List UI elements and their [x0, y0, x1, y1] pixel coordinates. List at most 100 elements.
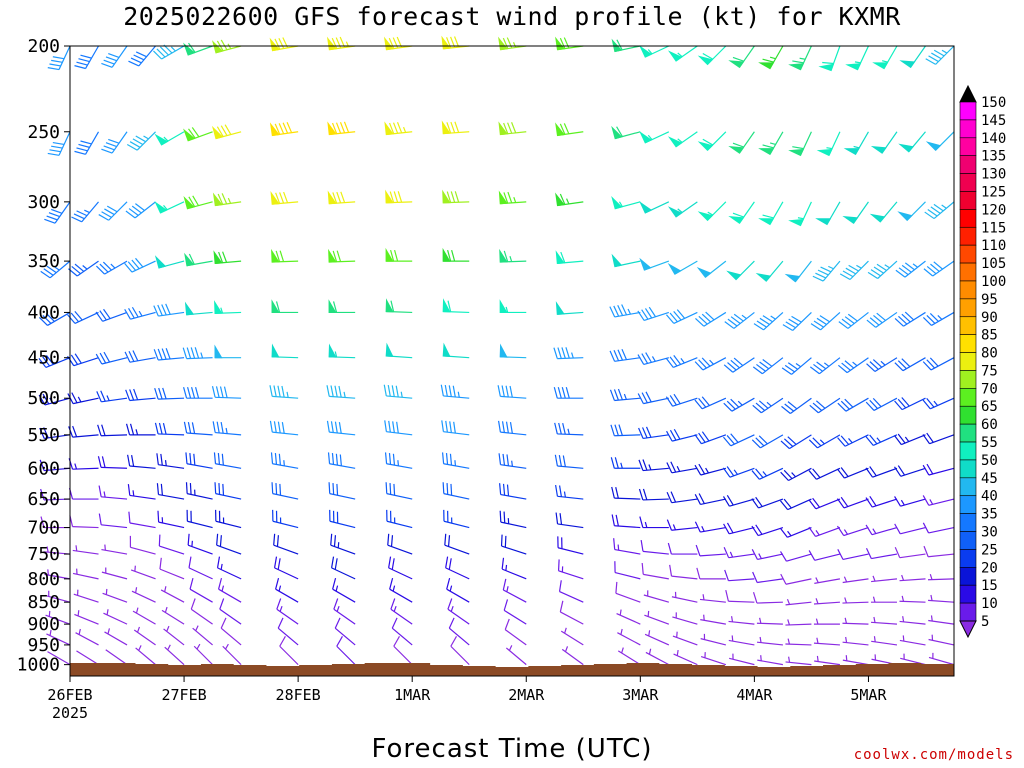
colorbar-label: 75 [981, 363, 998, 379]
wind-barb [838, 311, 869, 329]
barb-full-flag [506, 454, 510, 466]
barb-full-flag [336, 250, 342, 262]
wind-barb [212, 421, 242, 436]
wind-barb [128, 511, 156, 529]
barb-full-flag [282, 122, 289, 134]
barb-full-flag [129, 141, 141, 148]
wind-barb [390, 598, 413, 625]
barb-pennant [328, 299, 337, 314]
colorbar-segment [959, 495, 977, 514]
barb-half-flag [227, 197, 232, 204]
barb-full-flag [74, 310, 83, 321]
barb-full-flag [762, 58, 774, 63]
barb-pennant [154, 201, 168, 214]
barb-shaft [329, 493, 356, 500]
wind-barb [499, 343, 527, 359]
barb-half-flag [788, 656, 791, 663]
barb-shaft [762, 357, 784, 375]
barb-full-flag [933, 49, 945, 57]
barb-shaft [728, 553, 755, 559]
barb-full-flag [733, 313, 744, 322]
wind-barb [44, 569, 71, 580]
barb-half-flag [135, 587, 138, 593]
wind-barb [499, 483, 527, 500]
wind-barb [126, 131, 156, 151]
barb-full-flag [865, 467, 874, 478]
barb-full-flag [388, 453, 392, 465]
wind-barb [383, 384, 413, 399]
barb-half-flag [511, 460, 513, 467]
wind-barb [782, 312, 812, 332]
barb-half-flag [815, 530, 820, 536]
wind-barb [842, 655, 869, 666]
barb-full-flag [98, 214, 109, 221]
barb-full-flag [694, 521, 701, 533]
wind-barb [843, 131, 869, 156]
barb-full-flag [781, 405, 791, 414]
wind-barb [326, 36, 356, 51]
barb-full-flag [873, 315, 883, 324]
barb-full-flag [553, 347, 558, 359]
x-tick-label: 26FEB [47, 686, 92, 704]
wind-barb [751, 524, 784, 537]
barb-full-flag [446, 122, 452, 134]
barb-shaft [785, 601, 812, 606]
credit-link[interactable]: coolwx.com/models [853, 747, 1014, 763]
barb-full-flag [224, 124, 232, 135]
barb-full-flag [865, 524, 873, 536]
barb-half-flag [335, 585, 339, 592]
barb-full-flag [108, 53, 120, 59]
barb-full-flag [158, 387, 163, 400]
wind-barb [331, 556, 356, 580]
barb-full-flag [779, 527, 788, 538]
barb-full-flag [866, 319, 877, 328]
wind-barb [671, 591, 698, 603]
barb-shaft [842, 641, 869, 646]
barb-shaft [872, 498, 898, 508]
wind-barb [673, 649, 698, 666]
barb-half-flag [334, 351, 338, 358]
barb-shaft [111, 131, 128, 154]
barb-shaft [272, 493, 299, 500]
barb-full-flag [751, 470, 760, 480]
barb-half-flag [815, 598, 819, 604]
wind-barb [836, 525, 869, 537]
barb-full-flag [929, 312, 939, 322]
colorbar-label: 100 [981, 274, 1006, 290]
barb-shaft [814, 578, 841, 584]
barb-full-flag [42, 356, 51, 367]
y-tick-label: 650 [27, 489, 60, 510]
wind-barb [184, 301, 213, 316]
barb-shaft [329, 395, 356, 399]
barb-full-flag [759, 317, 770, 325]
barb-full-flag [872, 397, 882, 408]
wind-barb [728, 131, 755, 154]
barb-full-flag [154, 388, 159, 400]
barb-full-flag [637, 310, 645, 321]
barb-shaft [500, 431, 527, 436]
barb-full-flag [561, 347, 566, 359]
barb-full-flag [220, 617, 227, 629]
barb-pennant [442, 247, 451, 262]
barb-half-flag [702, 594, 705, 600]
barb-full-flag [756, 320, 767, 328]
barb-half-flag [703, 614, 705, 621]
barb-full-flag [762, 315, 773, 323]
colorbar-label: 85 [981, 328, 998, 344]
barb-half-flag [677, 52, 683, 58]
barb-shaft [163, 628, 185, 646]
wind-barb [559, 600, 584, 625]
wind-barb [153, 303, 185, 317]
barb-full-flag [694, 464, 702, 476]
barb-full-flag [617, 349, 624, 361]
barb-full-flag [613, 389, 619, 401]
barb-full-flag [673, 310, 682, 321]
wind-barb [694, 521, 726, 533]
wind-barb [153, 348, 185, 361]
colorbar-segment [959, 423, 977, 443]
wind-barb [752, 357, 784, 375]
barb-full-flag [49, 149, 61, 153]
barb-full-flag [559, 600, 564, 613]
barb-shaft [757, 553, 784, 561]
barb-full-flag [502, 37, 509, 49]
